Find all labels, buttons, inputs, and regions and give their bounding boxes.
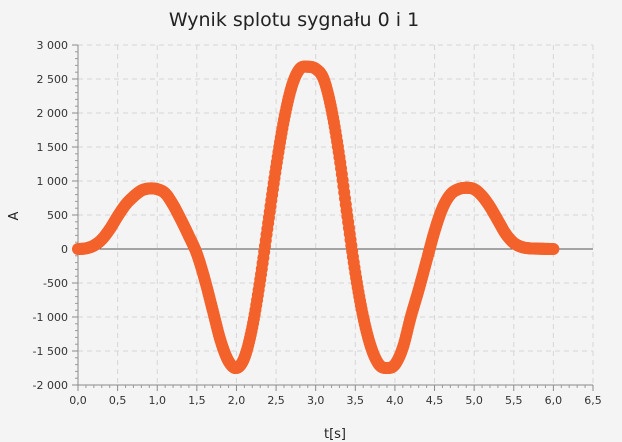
x-tick-label: 4,5 bbox=[426, 394, 444, 407]
y-tick-label: 2 500 bbox=[37, 73, 69, 86]
y-axis-title: A bbox=[7, 211, 22, 220]
chart-title: Wynik splotu sygnału 0 i 1 bbox=[169, 9, 419, 31]
x-tick-label: 4,0 bbox=[386, 394, 404, 407]
y-tick-label: 3 000 bbox=[37, 39, 69, 52]
x-tick-label: 6,5 bbox=[584, 394, 602, 407]
x-tick-label: 5,5 bbox=[505, 394, 523, 407]
y-tick-label: 2 000 bbox=[37, 107, 69, 120]
x-tick-label: 2,5 bbox=[267, 394, 285, 407]
y-tick-label: -1 500 bbox=[33, 345, 68, 358]
data-point bbox=[547, 243, 560, 255]
x-tick-label: 0,5 bbox=[109, 394, 127, 407]
axes: 0,0 0,5 1,0 1,5 2,0 2,5 3,0 3,5 4,0 4,5 5,0 5,5 6,0 6… bbox=[33, 39, 602, 407]
x-tick-label: 2,0 bbox=[228, 394, 246, 407]
x-tick-label: 0,0 bbox=[69, 394, 87, 407]
x-tick-label: 6,0 bbox=[545, 394, 563, 407]
x-tick-label: 3,0 bbox=[307, 394, 325, 407]
grid bbox=[77, 44, 594, 386]
x-tick-label: 3,5 bbox=[347, 394, 365, 407]
y-tick-label: 0 bbox=[61, 243, 68, 256]
y-tick-label: -500 bbox=[43, 277, 68, 290]
y-tick-label: 1 000 bbox=[37, 175, 69, 188]
y-tick-label: -2 000 bbox=[33, 379, 68, 392]
y-tick-label: 500 bbox=[47, 209, 68, 222]
y-tick-label: -1 000 bbox=[33, 311, 68, 324]
x-tick-label: 5,0 bbox=[465, 394, 483, 407]
series-layer bbox=[72, 60, 560, 375]
x-axis-title: t[s] bbox=[324, 427, 346, 442]
y-tick-label: 1 500 bbox=[37, 141, 69, 154]
x-tick-label: 1,0 bbox=[148, 394, 166, 407]
x-tick-label: 1,5 bbox=[188, 394, 206, 407]
